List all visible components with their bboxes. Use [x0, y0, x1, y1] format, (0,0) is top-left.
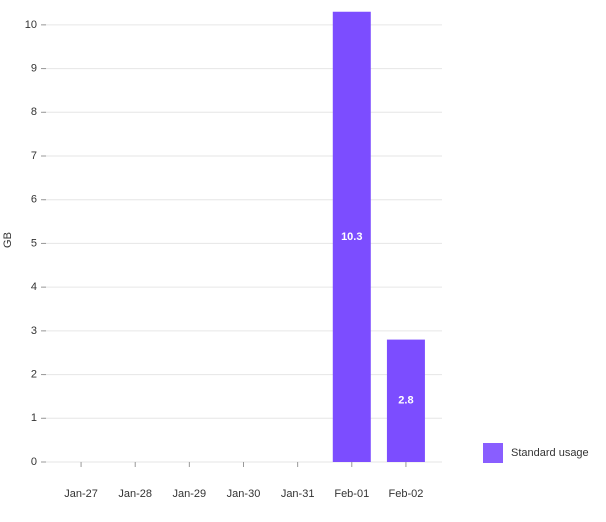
x-tick-label: Jan-31	[281, 488, 315, 500]
y-axis-title: GB	[2, 232, 14, 248]
x-tick-label: Jan-30	[227, 488, 261, 500]
x-tick-label: Jan-28	[118, 488, 152, 500]
bar	[386, 339, 425, 462]
y-tick-label: 4	[31, 281, 37, 293]
x-tick-label: Jan-27	[64, 488, 98, 500]
legend-label: Standard usage	[511, 447, 589, 459]
y-tick-label: 2	[31, 368, 37, 380]
y-tick-label: 7	[31, 150, 37, 162]
x-tick-label: Jan-29	[173, 488, 207, 500]
y-tick-label: 3	[31, 325, 37, 337]
data-label: 2.8	[398, 395, 413, 407]
x-tick-label: Feb-01	[334, 488, 369, 500]
y-tick-label: 10	[25, 19, 37, 31]
y-tick-label: 9	[31, 62, 37, 74]
data-label: 10.3	[341, 231, 362, 243]
x-tick-label: Feb-02	[388, 488, 423, 500]
y-tick-label: 0	[31, 456, 37, 468]
legend-swatch	[483, 443, 503, 463]
y-tick-label: 8	[31, 106, 37, 118]
y-tick-label: 1	[31, 412, 37, 424]
y-tick-label: 6	[31, 194, 37, 206]
bar	[332, 11, 371, 462]
y-tick-label: 5	[31, 237, 37, 249]
